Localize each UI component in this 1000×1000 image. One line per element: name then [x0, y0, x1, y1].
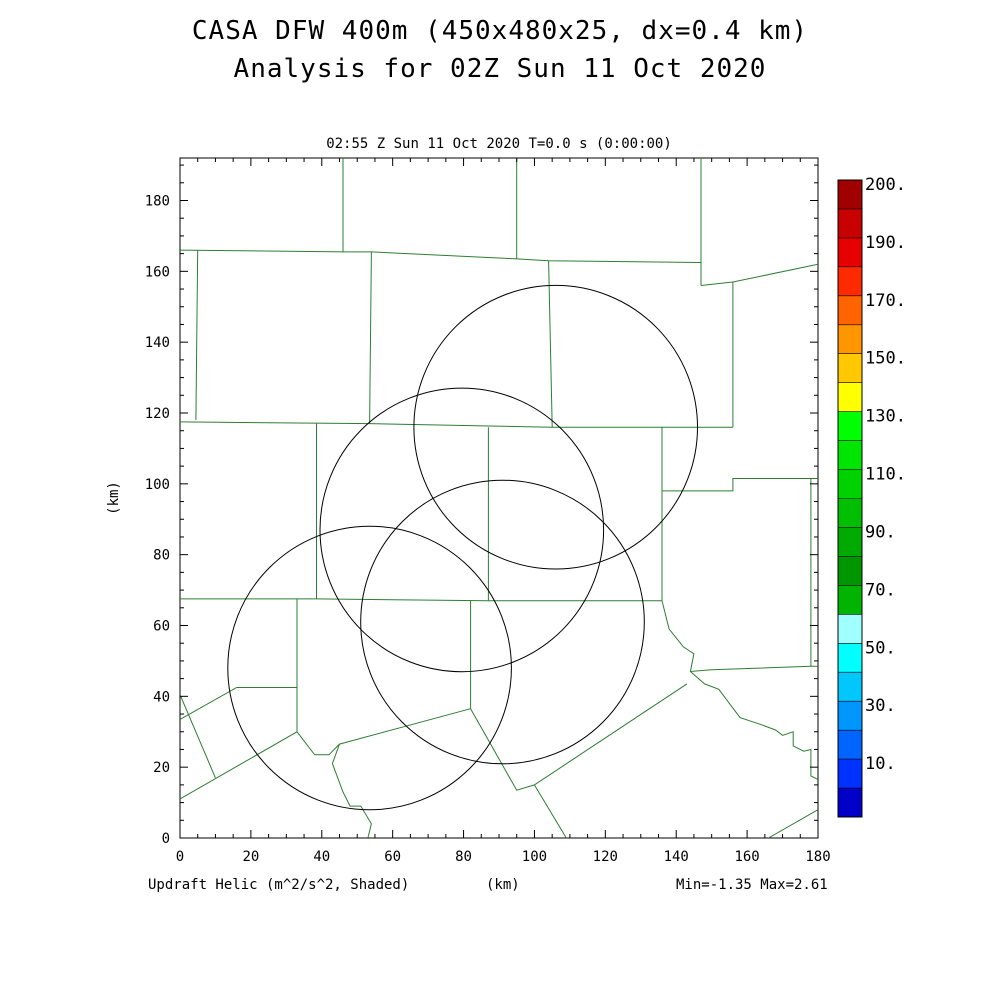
- county-boundary-line: [661, 600, 818, 673]
- x-tick-label: 20: [242, 849, 259, 865]
- range-ring: [319, 387, 605, 673]
- x-tick-label: 120: [593, 849, 618, 865]
- colorbar-swatch: [838, 440, 862, 470]
- colorbar-swatch: [838, 324, 862, 355]
- colorbar-label: 10.: [865, 754, 896, 774]
- x-tick-label: 40: [313, 849, 330, 865]
- colorbar-swatch: [838, 266, 862, 297]
- colorbar-label: 50.: [865, 638, 896, 658]
- y-tick-label: 80: [153, 548, 170, 564]
- colorbar-swatch: [838, 556, 862, 586]
- colorbar-swatch: [838, 730, 862, 760]
- county-boundary-line: [180, 598, 662, 602]
- y-tick-label: 100: [145, 477, 170, 493]
- colorbar-swatch: [838, 411, 862, 441]
- county-boundary-line: [662, 478, 818, 492]
- x-tick-label: 160: [734, 849, 759, 865]
- county-boundary-line: [195, 250, 199, 421]
- county-boundary-line: [690, 671, 818, 781]
- y-tick-label: 20: [153, 760, 170, 776]
- colorbar-swatch: [838, 295, 862, 326]
- county-boundary-line: [180, 421, 733, 428]
- county-boundary-line: [768, 809, 818, 838]
- x-axis-label: (km): [486, 877, 520, 893]
- colorbar-swatch: [838, 672, 862, 702]
- colorbar-swatch: [838, 585, 862, 615]
- y-tick-label: 0: [162, 831, 170, 847]
- colorbar-label: 130.: [865, 407, 906, 427]
- map-frame: [179, 157, 819, 839]
- colorbar-label: 170.: [865, 291, 906, 311]
- y-tick-label: 60: [153, 619, 170, 635]
- y-tick-label: 160: [145, 264, 170, 280]
- x-tick-label: 80: [455, 849, 472, 865]
- county-boundary-line: [548, 260, 553, 428]
- x-tick-label: 140: [664, 849, 689, 865]
- colorbar-label: 70.: [865, 580, 896, 600]
- colorbar-swatch: [838, 353, 862, 384]
- county-boundary-line: [700, 263, 818, 286]
- county-boundary-line: [180, 708, 471, 800]
- colorbar-label: 150.: [865, 349, 906, 369]
- y-tick-label: 140: [145, 335, 170, 351]
- figure-title-line1: CASA DFW 400m (450x480x25, dx=0.4 km): [191, 16, 809, 46]
- colorbar-label: 110.: [865, 465, 906, 485]
- colorbar-swatch: [838, 208, 862, 239]
- x-tick-label: 180: [805, 849, 830, 865]
- colorbar-label: 190.: [865, 233, 906, 253]
- county-boundary-line: [331, 743, 372, 838]
- colorbar-swatch: [838, 237, 862, 268]
- colorbar-label: 200.: [865, 175, 906, 195]
- colorbar: 200. 190. 170. 150. 130. 110. 90. 70. 50. 30. 10.: [837, 175, 906, 818]
- colorbar-label: 30.: [865, 696, 896, 716]
- colorbar-swatch: [838, 498, 862, 528]
- colorbar-label: 90.: [865, 523, 896, 543]
- x-tick-label: 0: [176, 849, 184, 865]
- range-ring: [227, 525, 512, 811]
- valid-time-subtitle: 02:55 Z Sun 11 Oct 2020 T=0.0 s (0:00:00…: [326, 136, 672, 152]
- colorbar-swatch: [838, 180, 862, 210]
- min-max-readout: Min=-1.35 Max=2.61: [676, 877, 828, 893]
- x-tick-label: 60: [384, 849, 401, 865]
- county-boundary-line: [180, 687, 297, 720]
- colorbar-swatch: [838, 527, 862, 557]
- colorbar-swatch: [838, 469, 862, 499]
- county-boundary-line: [180, 249, 702, 263]
- axis-ticks: 0 20 40 60 80 100 120 140 160 180 0 20 40 60 80 100 120 1…: [145, 158, 831, 865]
- colorbar-swatch: [838, 759, 862, 789]
- range-ring: [413, 284, 699, 570]
- y-tick-label: 120: [145, 406, 170, 422]
- county-boundary-line: [369, 251, 372, 424]
- radar-range-rings: [227, 284, 699, 811]
- county-boundaries: [180, 158, 818, 838]
- county-boundary-line: [470, 683, 688, 791]
- county-boundary-line: [533, 784, 567, 838]
- colorbar-swatch: [838, 788, 862, 818]
- colorbar-swatch: [838, 643, 862, 673]
- y-tick-label: 40: [153, 689, 170, 705]
- y-tick-label: 180: [145, 194, 170, 210]
- county-boundary-line: [180, 694, 216, 778]
- colorbar-swatch: [838, 701, 862, 731]
- colorbar-swatch: [838, 614, 862, 644]
- range-ring: [360, 479, 645, 765]
- field-description: Updraft Helic (m^2/s^2, Shaded): [148, 877, 410, 893]
- colorbar-swatch: [838, 382, 862, 413]
- figure-title-line2: Analysis for 02Z Sun 11 Oct 2020: [233, 54, 767, 84]
- x-tick-label: 100: [522, 849, 547, 865]
